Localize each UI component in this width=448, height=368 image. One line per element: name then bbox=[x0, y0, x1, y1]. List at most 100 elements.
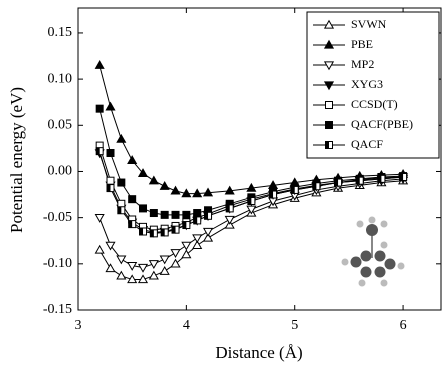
marker-shape bbox=[128, 156, 136, 163]
marker-half bbox=[118, 207, 122, 214]
marker bbox=[107, 177, 114, 184]
marker bbox=[128, 156, 136, 163]
legend-label: SVWN bbox=[351, 17, 387, 31]
marker bbox=[95, 214, 103, 221]
marker-shape bbox=[117, 256, 125, 263]
marker bbox=[161, 229, 168, 236]
marker-half bbox=[356, 177, 360, 184]
x-tick-label: 6 bbox=[400, 318, 407, 333]
marker bbox=[226, 216, 234, 223]
marker bbox=[182, 242, 190, 249]
marker bbox=[117, 256, 125, 263]
marker-shape bbox=[117, 135, 125, 142]
marker bbox=[140, 205, 147, 212]
series-line bbox=[100, 151, 403, 233]
marker bbox=[139, 264, 147, 271]
marker-shape bbox=[95, 246, 103, 253]
series-line bbox=[100, 153, 403, 232]
marker-shape bbox=[204, 228, 212, 235]
legend-label: XYG3 bbox=[351, 77, 383, 91]
marker-shape bbox=[171, 250, 179, 257]
marker-shape bbox=[171, 187, 179, 194]
marker-shape bbox=[160, 182, 168, 189]
marker-half bbox=[150, 230, 154, 237]
x-tick-label: 5 bbox=[291, 318, 298, 333]
marker bbox=[226, 205, 233, 212]
marker bbox=[106, 264, 114, 271]
y-tick-label: 0.00 bbox=[48, 164, 73, 179]
x-tick-label: 3 bbox=[75, 318, 82, 333]
chart: Distance (Å) Potential energy (eV) 3456-… bbox=[0, 0, 448, 368]
marker bbox=[118, 207, 125, 214]
marker-half bbox=[129, 221, 133, 228]
marker-half bbox=[183, 222, 187, 229]
marker-shape bbox=[161, 211, 168, 218]
marker bbox=[356, 177, 363, 184]
marker-shape bbox=[226, 216, 234, 223]
marker-shape bbox=[129, 196, 136, 203]
marker-half bbox=[313, 183, 317, 190]
marker-half bbox=[107, 185, 111, 192]
marker bbox=[204, 228, 212, 235]
marker-shape bbox=[107, 177, 114, 184]
marker bbox=[326, 142, 333, 149]
marker bbox=[107, 149, 114, 156]
marker-shape bbox=[193, 235, 201, 242]
marker-half bbox=[378, 175, 382, 182]
marker bbox=[194, 210, 201, 217]
x-axis-title: Distance (Å) bbox=[215, 343, 302, 362]
y-tick-label: 0.10 bbox=[48, 71, 73, 86]
marker bbox=[171, 250, 179, 257]
marker bbox=[161, 211, 168, 218]
marker-shape bbox=[150, 210, 157, 217]
y-tick-label: -0.05 bbox=[43, 210, 72, 225]
marker bbox=[160, 267, 168, 274]
marker bbox=[96, 148, 103, 155]
marker bbox=[129, 221, 136, 228]
marker bbox=[150, 272, 158, 279]
marker-half bbox=[291, 186, 295, 193]
marker-half bbox=[194, 217, 198, 224]
marker-half bbox=[335, 179, 339, 186]
marker bbox=[140, 228, 147, 235]
marker bbox=[150, 177, 158, 184]
y-tick-label: 0.05 bbox=[48, 118, 73, 133]
marker bbox=[172, 211, 179, 218]
marker-shape bbox=[160, 267, 168, 274]
marker-shape bbox=[96, 105, 103, 112]
marker-half bbox=[248, 198, 252, 205]
marker-half bbox=[96, 148, 100, 155]
marker bbox=[150, 230, 157, 237]
marker bbox=[248, 198, 255, 205]
marker-shape bbox=[194, 210, 201, 217]
marker bbox=[378, 175, 385, 182]
marker-shape bbox=[326, 122, 333, 129]
legend-label: CCSD(T) bbox=[351, 97, 398, 111]
marker-shape bbox=[139, 264, 147, 271]
marker bbox=[183, 211, 190, 218]
marker bbox=[183, 222, 190, 229]
marker bbox=[193, 235, 201, 242]
legend-label: PBE bbox=[351, 37, 373, 51]
marker bbox=[129, 196, 136, 203]
molecule-illustration bbox=[342, 217, 405, 287]
marker-half bbox=[400, 174, 404, 181]
y-tick-label: -0.10 bbox=[43, 256, 72, 271]
marker-shape bbox=[95, 61, 103, 68]
marker bbox=[95, 246, 103, 253]
marker bbox=[313, 183, 320, 190]
marker-half bbox=[270, 191, 274, 198]
marker bbox=[400, 174, 407, 181]
marker bbox=[172, 226, 179, 233]
marker-shape bbox=[150, 177, 158, 184]
marker-half bbox=[205, 212, 209, 219]
marker-shape bbox=[183, 211, 190, 218]
marker-half bbox=[161, 229, 165, 236]
marker bbox=[118, 200, 125, 207]
marker bbox=[106, 103, 114, 110]
marker bbox=[194, 217, 201, 224]
y-tick-label: 0.15 bbox=[48, 25, 73, 40]
marker-shape bbox=[107, 149, 114, 156]
legend-label: QACF bbox=[351, 137, 383, 151]
